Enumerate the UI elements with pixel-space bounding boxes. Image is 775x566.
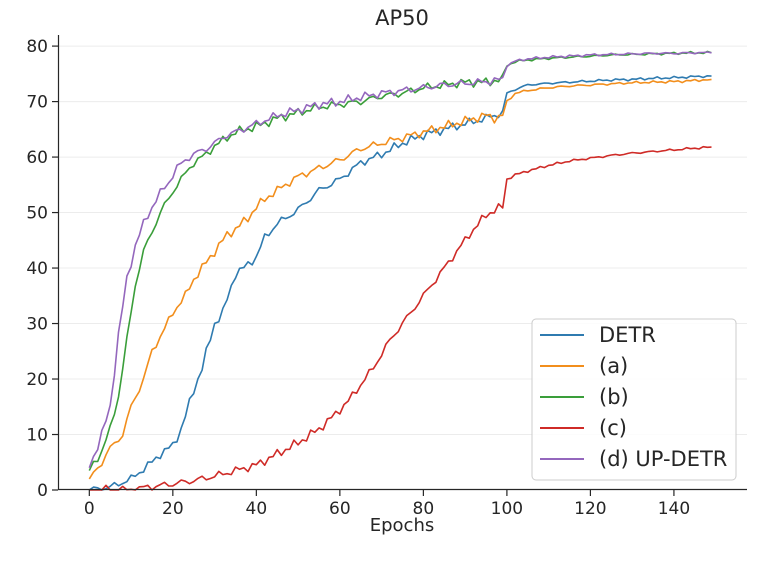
legend-label-3: (c) (599, 416, 627, 440)
x-ticks: 0 20 40 60 80 100 120 140 (84, 490, 690, 519)
y-tick-label-2: 20 (26, 370, 48, 390)
y-tick-label-0: 0 (37, 481, 48, 501)
x-tick-label-2: 40 (246, 499, 268, 519)
series-line-1 (88, 78, 712, 480)
legend-box (531, 318, 737, 481)
y-ticks: 0 10 20 30 40 50 60 70 80 (26, 37, 58, 501)
x-axis-label: Epochs (370, 515, 435, 536)
series-line-2 (88, 50, 712, 471)
legend-label-1: (a) (599, 354, 628, 378)
y-tick-label-1: 10 (26, 426, 48, 446)
legend-label-4: (d) UP-DETR (599, 447, 727, 471)
legend-label-2: (b) (599, 385, 629, 409)
x-tick-label-7: 140 (658, 499, 690, 519)
y-tick-label-3: 30 (26, 315, 48, 335)
legend: DETR (a) (b) (c) (d) UP-DETR (531, 318, 737, 481)
x-tick-label-5: 100 (491, 499, 523, 519)
series-line-0 (88, 75, 712, 491)
series-layer (88, 50, 712, 491)
series-line-4 (88, 51, 712, 469)
y-tick-label-8: 80 (26, 37, 48, 57)
y-tick-label-7: 70 (26, 93, 48, 113)
y-tick-label-6: 60 (26, 148, 48, 168)
x-tick-label-1: 20 (162, 499, 184, 519)
y-tick-label-4: 40 (26, 259, 48, 279)
axes (57, 35, 747, 491)
x-tick-label-6: 120 (574, 499, 606, 519)
x-tick-label-3: 60 (329, 499, 351, 519)
legend-label-0: DETR (599, 323, 656, 347)
x-tick-label-4: 80 (413, 499, 435, 519)
x-tick-label-0: 0 (84, 499, 95, 519)
chart-title: AP50 (375, 6, 429, 30)
series-line-3 (89, 145, 712, 491)
y-tick-label-5: 50 (26, 204, 48, 224)
